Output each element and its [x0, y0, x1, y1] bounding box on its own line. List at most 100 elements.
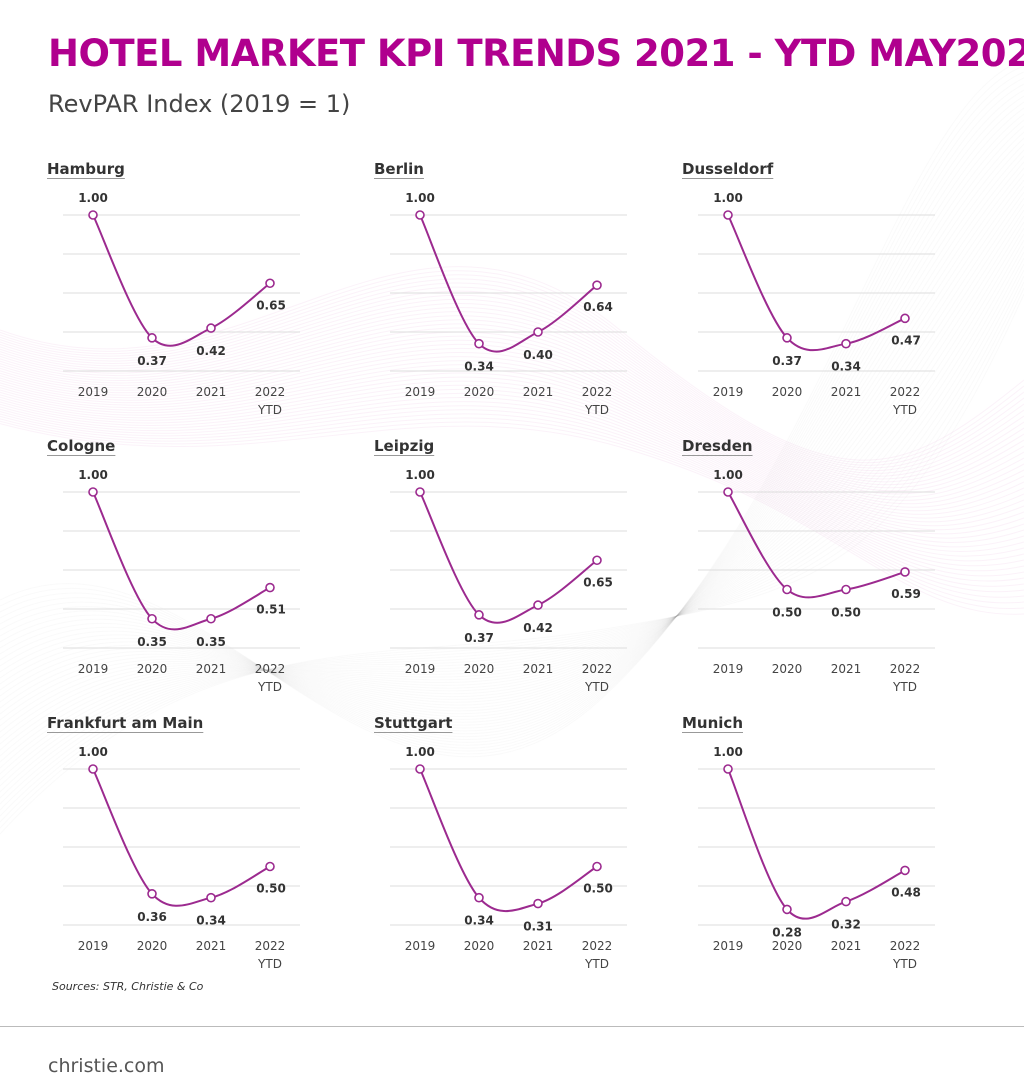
- x-tick-label: 2021: [196, 939, 227, 953]
- chart-title: Berlin: [374, 160, 424, 178]
- data-point: [723, 487, 733, 497]
- chart-title: Hamburg: [47, 160, 125, 178]
- data-point: [206, 323, 216, 333]
- data-label: 0.48: [891, 885, 921, 899]
- x-tick-label: YTD: [257, 680, 282, 694]
- x-tick-label: 2022: [890, 385, 921, 399]
- series-line: [92, 214, 271, 347]
- data-point: [88, 487, 98, 497]
- x-tick-label: YTD: [584, 680, 609, 694]
- data-label: 0.35: [137, 635, 167, 649]
- series-line: [419, 768, 598, 913]
- city-chart: Munich 1.00 2019 0.28 2020 0.32 2021 0.48 2022 YT…: [682, 714, 982, 984]
- city-chart: Frankfurt am Main 1.00 2019 0.36 2020 0.34 202…: [47, 714, 347, 984]
- x-tick-label: 2021: [196, 662, 227, 676]
- data-point: [900, 567, 910, 577]
- city-chart: Cologne 1.00 2019 0.35 2020 0.35 2021 0.51 2022 Y…: [47, 437, 347, 707]
- data-point: [415, 764, 425, 774]
- data-label: 0.34: [196, 914, 226, 928]
- x-tick-label: 2020: [137, 662, 168, 676]
- data-point: [415, 210, 425, 220]
- data-point: [592, 280, 602, 290]
- data-point: [533, 600, 543, 610]
- data-point: [900, 313, 910, 324]
- data-label: 0.65: [583, 575, 613, 589]
- chart-title: Stuttgart: [374, 714, 453, 732]
- data-label: 1.00: [405, 191, 435, 205]
- series-line: [92, 768, 271, 907]
- data-label: 0.47: [891, 333, 921, 347]
- x-tick-label: 2019: [78, 939, 109, 953]
- x-tick-label: 2021: [831, 939, 862, 953]
- data-label: 0.35: [196, 635, 226, 649]
- data-label: 0.51: [256, 603, 286, 617]
- x-tick-label: 2020: [464, 939, 495, 953]
- x-tick-label: 2020: [464, 385, 495, 399]
- city-chart: Stuttgart 1.00 2019 0.34 2020 0.31 2021 0.50 202…: [374, 714, 674, 984]
- data-point: [841, 338, 851, 349]
- data-point: [265, 861, 275, 872]
- x-tick-label: 2019: [78, 662, 109, 676]
- x-tick-label: 2019: [405, 939, 436, 953]
- x-tick-label: 2022: [582, 939, 613, 953]
- data-point: [592, 555, 602, 566]
- footer-link[interactable]: christie.com: [48, 1055, 165, 1077]
- city-chart: Leipzig 1.00 2019 0.37 2020 0.42 2021 0.65 2022 Y…: [374, 437, 674, 707]
- x-tick-label: 2021: [523, 939, 554, 953]
- series-line: [419, 491, 598, 624]
- data-point: [147, 889, 157, 899]
- x-tick-label: YTD: [584, 403, 609, 417]
- data-point: [841, 896, 851, 907]
- data-point: [415, 487, 425, 497]
- data-label: 0.34: [831, 360, 861, 374]
- footer-divider: [0, 1026, 1024, 1027]
- x-tick-label: 2022: [890, 939, 921, 953]
- data-point: [592, 861, 602, 872]
- data-point: [533, 898, 543, 909]
- data-label: 0.59: [891, 587, 921, 601]
- data-label: 0.50: [772, 606, 802, 620]
- data-label: 0.65: [256, 298, 286, 312]
- data-label: 0.34: [464, 360, 494, 374]
- chart-title: Frankfurt am Main: [47, 714, 204, 732]
- data-point: [841, 584, 851, 595]
- x-tick-label: 2019: [713, 385, 744, 399]
- data-point: [474, 338, 484, 349]
- x-tick-label: 2022: [582, 662, 613, 676]
- data-point: [782, 333, 792, 343]
- x-tick-label: 2020: [772, 662, 803, 676]
- data-label: 1.00: [713, 745, 743, 759]
- data-label: 0.36: [137, 910, 167, 924]
- data-label: 0.34: [464, 914, 494, 928]
- x-tick-label: 2020: [137, 939, 168, 953]
- data-point: [265, 582, 275, 593]
- data-label: 0.42: [196, 344, 226, 358]
- series-line: [92, 491, 271, 631]
- chart-title: Leipzig: [374, 437, 435, 455]
- x-tick-label: 2022: [890, 662, 921, 676]
- data-point: [782, 904, 792, 915]
- x-tick-label: 2020: [137, 385, 168, 399]
- x-tick-label: 2021: [523, 385, 554, 399]
- data-label: 1.00: [78, 191, 108, 205]
- data-label: 0.42: [523, 621, 553, 635]
- x-tick-label: 2022: [582, 385, 613, 399]
- x-tick-label: 2020: [464, 662, 495, 676]
- data-label: 1.00: [78, 468, 108, 482]
- data-point: [147, 613, 157, 624]
- x-tick-label: 2021: [196, 385, 227, 399]
- chart-title: Munich: [682, 714, 743, 732]
- series-line: [727, 768, 906, 920]
- data-label: 0.50: [256, 882, 286, 896]
- data-label: 1.00: [713, 191, 743, 205]
- city-chart: Berlin 1.00 2019 0.34 2020 0.40 2021 0.64 2022 YT…: [374, 160, 674, 430]
- x-tick-label: YTD: [892, 403, 917, 417]
- x-tick-label: 2021: [831, 662, 862, 676]
- x-tick-label: 2019: [713, 662, 744, 676]
- data-label: 0.50: [831, 606, 861, 620]
- data-label: 1.00: [405, 745, 435, 759]
- x-tick-label: 2019: [405, 385, 436, 399]
- x-tick-label: 2019: [78, 385, 109, 399]
- data-point: [474, 892, 484, 903]
